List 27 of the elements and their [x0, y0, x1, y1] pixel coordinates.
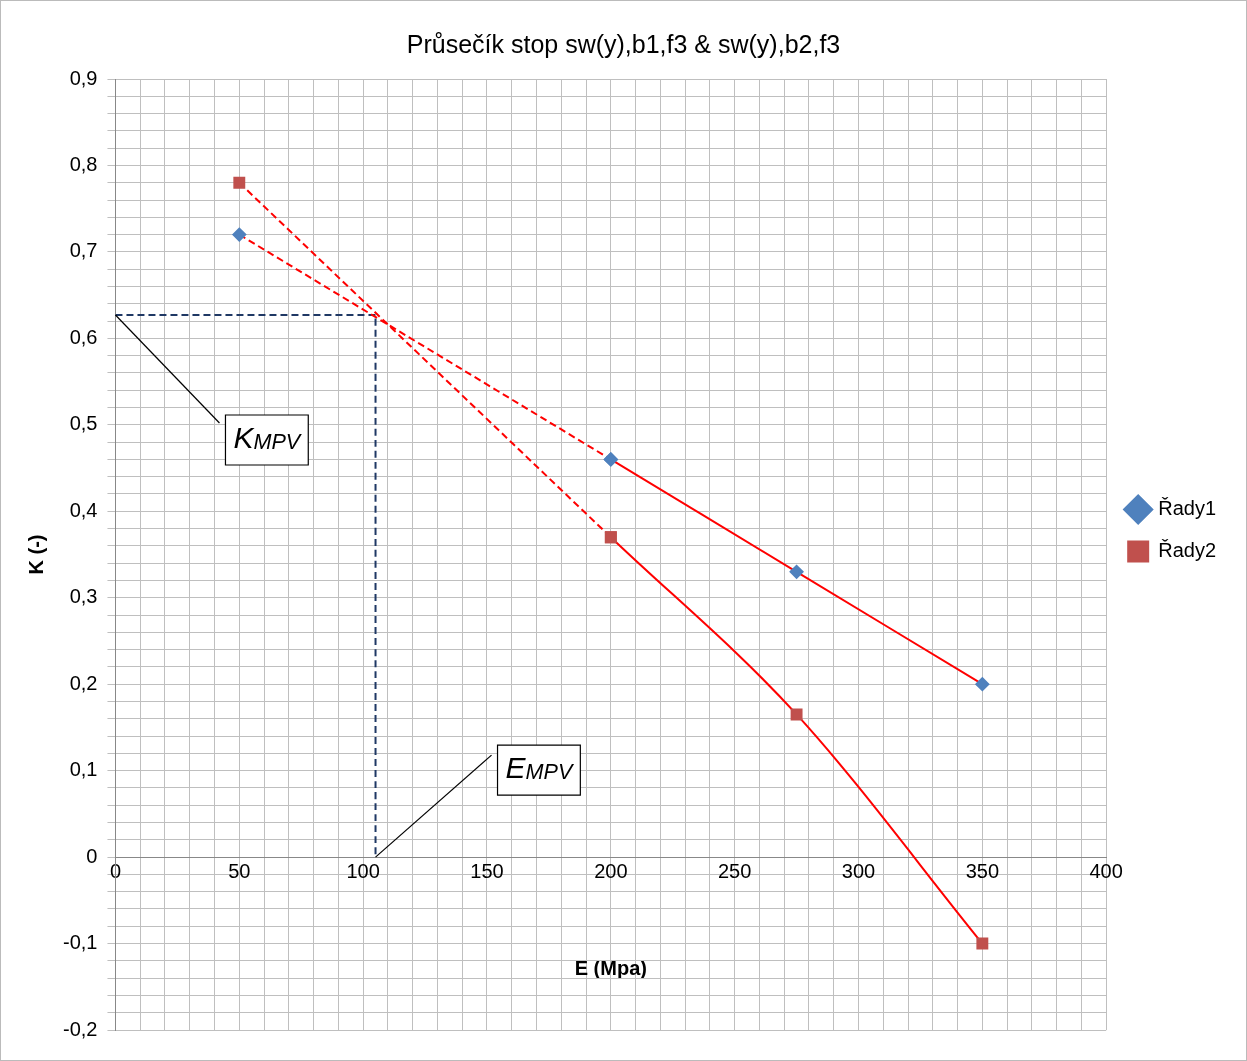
- y-tick-label: 0,8: [69, 152, 98, 175]
- legend-label: Řady2: [1158, 539, 1216, 562]
- y-tick-label: 0,6: [69, 325, 98, 348]
- x-tick-label: 50: [228, 859, 251, 882]
- x-tick-label: 250: [717, 859, 752, 882]
- annotation: EMPV: [505, 751, 575, 785]
- y-tick-label: 0,3: [69, 585, 98, 608]
- y-tick-label: 0,9: [69, 66, 98, 89]
- x-tick-label: 400: [1089, 859, 1123, 882]
- legend-label: Řady1: [1158, 497, 1216, 520]
- y-tick-label: -0,1: [62, 931, 98, 954]
- y-tick-label: 0,7: [69, 239, 98, 262]
- y-tick-label: 0,5: [69, 412, 98, 435]
- x-tick-label: 350: [965, 859, 1000, 882]
- x-tick-label: 150: [470, 859, 504, 882]
- annotation: KMPV: [233, 421, 303, 455]
- y-tick-label: 0,1: [69, 758, 98, 781]
- y-tick-label: 0,4: [69, 498, 98, 521]
- y-axis-title: K (-): [24, 534, 47, 575]
- x-tick-label: 300: [841, 859, 876, 882]
- x-tick-label: 100: [346, 859, 380, 882]
- x-tick-label: 200: [594, 859, 628, 882]
- y-tick-label: 0: [86, 844, 98, 867]
- chart-title: Průsečík stop sw(y),b1,f3 & sw(y),b2,f3: [406, 29, 841, 58]
- x-axis-title: E (Mpa): [574, 956, 647, 979]
- y-tick-label: -0,2: [62, 1017, 98, 1040]
- y-tick-label: 0,2: [69, 671, 98, 694]
